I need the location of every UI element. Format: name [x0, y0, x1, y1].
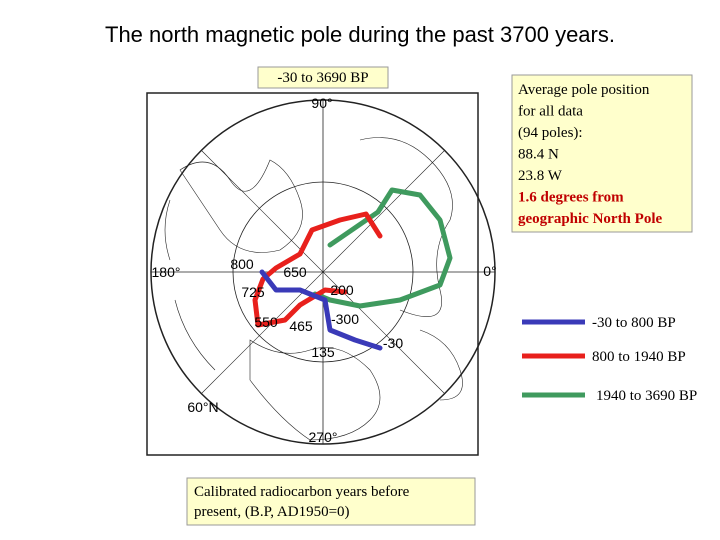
map-labels: 800 650 725 550 465 -300 135 -30 200 180° 0° 90° 270… [152, 95, 497, 445]
caption-box [186, 477, 476, 526]
info-line: Average pole position [518, 82, 650, 98]
info-highlight: 1.6 degrees from [518, 190, 624, 206]
range-label: -30 to 3690 BP [277, 70, 368, 86]
map-label: 800 [230, 256, 254, 272]
map [146, 92, 496, 456]
legend-label: 1940 to 3690 BP [596, 388, 697, 404]
range-box [257, 66, 389, 89]
info-line: 23.8 W [518, 168, 563, 184]
caption-line: Calibrated radiocarbon years before [194, 484, 410, 500]
map-label: 90° [311, 95, 332, 111]
legend: -30 to 800 BP 800 to 1940 BP 1940 to 3690 … [522, 315, 697, 404]
info-line: 88.4 N [518, 147, 559, 163]
caption-line: present, (B.P, AD1950=0) [194, 504, 350, 520]
pole-paths [252, 187, 453, 351]
map-label: 270° [309, 429, 338, 445]
map-label: -300 [331, 311, 359, 327]
info-highlight: geographic North Pole [518, 211, 662, 227]
info-box [511, 74, 693, 233]
map-label: 0° [483, 263, 496, 279]
map-label: 550 [254, 314, 278, 330]
info-line: (94 poles): [518, 125, 583, 141]
map-label: 465 [289, 318, 313, 334]
title: The north magnetic pole during the past … [105, 22, 615, 47]
legend-label: 800 to 1940 BP [592, 349, 686, 365]
caption: Calibrated radiocarbon years before prese… [194, 484, 410, 520]
map-label: 650 [283, 264, 307, 280]
map-label: 180° [152, 264, 181, 280]
info-text: Average pole position for all data (94 pol… [518, 82, 662, 227]
legend-label: -30 to 800 BP [592, 315, 676, 331]
map-label: 725 [241, 284, 265, 300]
map-label: 60°N [187, 399, 218, 415]
info-line: for all data [518, 104, 583, 120]
map-label: 135 [311, 344, 335, 360]
map-label: -30 [383, 335, 403, 351]
map-label: 200 [330, 282, 354, 298]
